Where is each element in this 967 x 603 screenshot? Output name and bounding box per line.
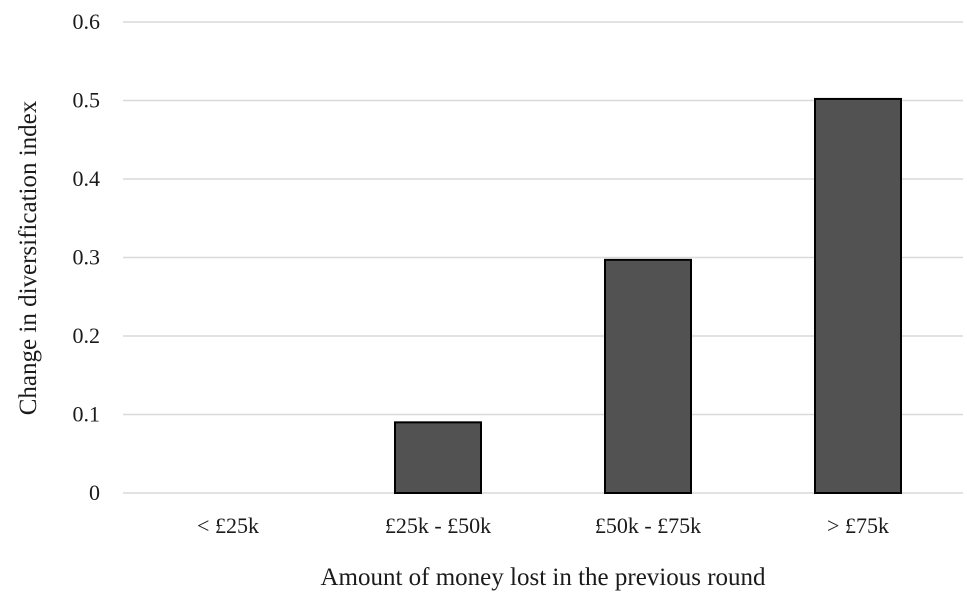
x-tick-label: £50k - £75k: [595, 513, 701, 538]
bar-3: [814, 97, 902, 495]
x-tick-label: > £75k: [827, 513, 889, 538]
y-axis-title: Change in diversification index: [15, 100, 42, 415]
y-tick-label: 0.5: [73, 88, 101, 113]
y-axis-ticks: 0 0.1 0.2 0.3 0.4 0.5 0.6: [73, 9, 101, 505]
y-tick-label: 0.1: [73, 402, 101, 427]
gridlines: [123, 21, 963, 494]
bars: [394, 97, 902, 495]
bar-2: [604, 258, 692, 495]
x-tick-label: £25k - £50k: [385, 513, 491, 538]
bar-1: [394, 421, 482, 495]
y-tick-label: 0.3: [73, 245, 101, 270]
x-tick-label: < £25k: [197, 513, 259, 538]
y-tick-label: 0.4: [73, 166, 101, 191]
y-tick-label: 0: [89, 480, 100, 505]
y-tick-label: 0.6: [73, 9, 101, 34]
x-axis-title: Amount of money lost in the previous rou…: [320, 564, 766, 591]
x-axis-ticks: < £25k £25k - £50k £50k - £75k > £75k: [197, 513, 889, 538]
y-tick-label: 0.2: [73, 323, 101, 348]
